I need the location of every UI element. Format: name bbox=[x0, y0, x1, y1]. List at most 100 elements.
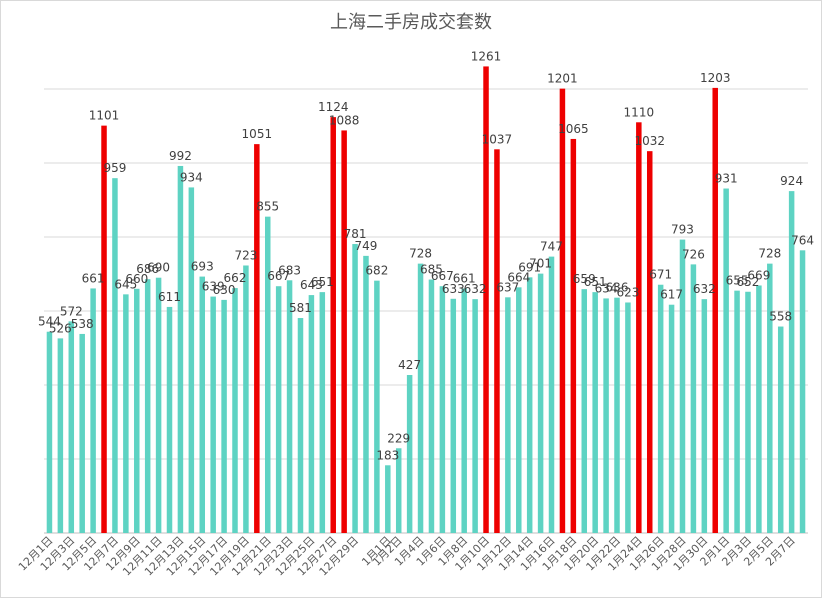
bar-1月14日 bbox=[526, 277, 533, 533]
bar-1月6日 bbox=[439, 286, 446, 533]
bar-12月19日 bbox=[243, 265, 249, 533]
bar-1月28日 bbox=[679, 239, 686, 533]
bar-1月25日 bbox=[646, 151, 653, 533]
bar-2月6日 bbox=[777, 326, 784, 533]
value-label: 639 bbox=[202, 280, 225, 294]
value-label: 1037 bbox=[482, 132, 513, 146]
value-label: 1110 bbox=[624, 105, 655, 119]
value-label: 662 bbox=[224, 271, 247, 285]
value-label: 1088 bbox=[329, 113, 360, 127]
value-label: 931 bbox=[715, 172, 738, 186]
value-label: 693 bbox=[191, 260, 214, 274]
bar-12月17日 bbox=[221, 299, 227, 533]
value-label: 664 bbox=[507, 270, 530, 284]
bar-2月2日 bbox=[734, 290, 740, 533]
bar-1月3日 bbox=[406, 375, 413, 533]
bar-1月24日 bbox=[636, 122, 642, 534]
bar-12月24日 bbox=[297, 318, 304, 533]
value-label: 1065 bbox=[558, 122, 589, 136]
value-label: 427 bbox=[398, 358, 421, 372]
value-label: 1101 bbox=[89, 109, 120, 123]
value-label: 581 bbox=[289, 301, 312, 315]
value-label: 992 bbox=[169, 149, 192, 163]
value-label: 669 bbox=[747, 268, 770, 282]
value-label: 701 bbox=[529, 257, 552, 271]
value-label: 690 bbox=[147, 261, 170, 275]
bar-12月3日 bbox=[68, 321, 75, 533]
bar-12月14日 bbox=[188, 187, 195, 534]
value-label: 685 bbox=[420, 263, 443, 277]
value-label: 617 bbox=[660, 288, 683, 302]
x-axis-ticks: 12月1日12月3日12月5日12月7日12月9日12月11日12月13日12月… bbox=[16, 534, 798, 579]
value-label: 652 bbox=[737, 275, 760, 289]
value-label: 747 bbox=[540, 240, 563, 254]
bar-1月8日 bbox=[461, 288, 467, 533]
value-label: 643 bbox=[300, 278, 323, 292]
bar-12月26日 bbox=[319, 292, 326, 533]
value-label: 660 bbox=[125, 272, 148, 286]
value-label: 683 bbox=[278, 263, 301, 277]
value-label: 632 bbox=[464, 282, 487, 296]
value-label: 1201 bbox=[547, 72, 578, 86]
bar-2月5日 bbox=[767, 263, 773, 533]
bar-12月29日 bbox=[352, 244, 358, 533]
bar-12月13日 bbox=[177, 165, 184, 533]
bars bbox=[46, 66, 806, 534]
value-label: 538 bbox=[71, 317, 94, 331]
value-label: 1261 bbox=[471, 49, 502, 63]
value-label: 572 bbox=[60, 304, 83, 318]
bar-1月31日 bbox=[712, 87, 718, 533]
bar-12月10日 bbox=[144, 279, 151, 533]
bar-12月27日 bbox=[330, 117, 336, 534]
value-label: 793 bbox=[671, 223, 694, 237]
bar-1月5日 bbox=[428, 279, 435, 533]
value-label: 661 bbox=[453, 271, 476, 285]
value-label: 726 bbox=[682, 247, 705, 261]
value-label: 659 bbox=[573, 272, 596, 286]
value-label: 671 bbox=[649, 268, 672, 282]
bar-1月1日 bbox=[385, 465, 391, 533]
value-label: 764 bbox=[791, 233, 814, 247]
bar-12月9日 bbox=[134, 288, 140, 533]
value-label: 728 bbox=[409, 247, 432, 261]
bar-1月26日 bbox=[657, 284, 664, 533]
value-label: 781 bbox=[344, 227, 367, 241]
value-label: 934 bbox=[180, 170, 203, 184]
value-label: 667 bbox=[267, 269, 290, 283]
value-label: 1203 bbox=[700, 71, 731, 85]
value-label: 611 bbox=[158, 290, 181, 304]
value-label: 558 bbox=[769, 310, 792, 324]
bar-1月9日 bbox=[472, 299, 478, 533]
bar-12月12日 bbox=[166, 306, 173, 533]
value-label: 1051 bbox=[242, 127, 273, 141]
value-label: 229 bbox=[387, 431, 410, 445]
value-label: 636 bbox=[606, 281, 629, 295]
bar-1月15日 bbox=[537, 273, 544, 533]
bar-12月21日 bbox=[264, 216, 271, 533]
bar-12月2日 bbox=[57, 338, 64, 533]
bar-12月28日 bbox=[341, 130, 347, 533]
bar-1月17日 bbox=[559, 88, 566, 533]
bar-1月10日 bbox=[483, 66, 489, 534]
bar-12月15日 bbox=[199, 276, 206, 533]
value-label: 661 bbox=[82, 271, 105, 285]
value-label: 634 bbox=[595, 281, 618, 295]
bar-12月7日 bbox=[112, 178, 118, 534]
value-label: 1124 bbox=[318, 100, 349, 114]
bar-2月8日 bbox=[799, 250, 806, 533]
value-label: 637 bbox=[496, 280, 519, 294]
value-label: 655 bbox=[726, 274, 749, 288]
bar-12月22日 bbox=[275, 286, 282, 533]
bar-12月6日 bbox=[101, 125, 107, 533]
value-label: 630 bbox=[213, 283, 236, 297]
bar-1月16日 bbox=[548, 256, 555, 533]
bar-1月29日 bbox=[690, 264, 697, 533]
bar-1月2日 bbox=[395, 448, 402, 533]
bar-2月7日 bbox=[788, 191, 795, 533]
value-label: 526 bbox=[49, 321, 72, 335]
value-label: 651 bbox=[311, 275, 334, 289]
bar-1月20日 bbox=[592, 292, 598, 533]
value-label: 728 bbox=[758, 247, 781, 261]
